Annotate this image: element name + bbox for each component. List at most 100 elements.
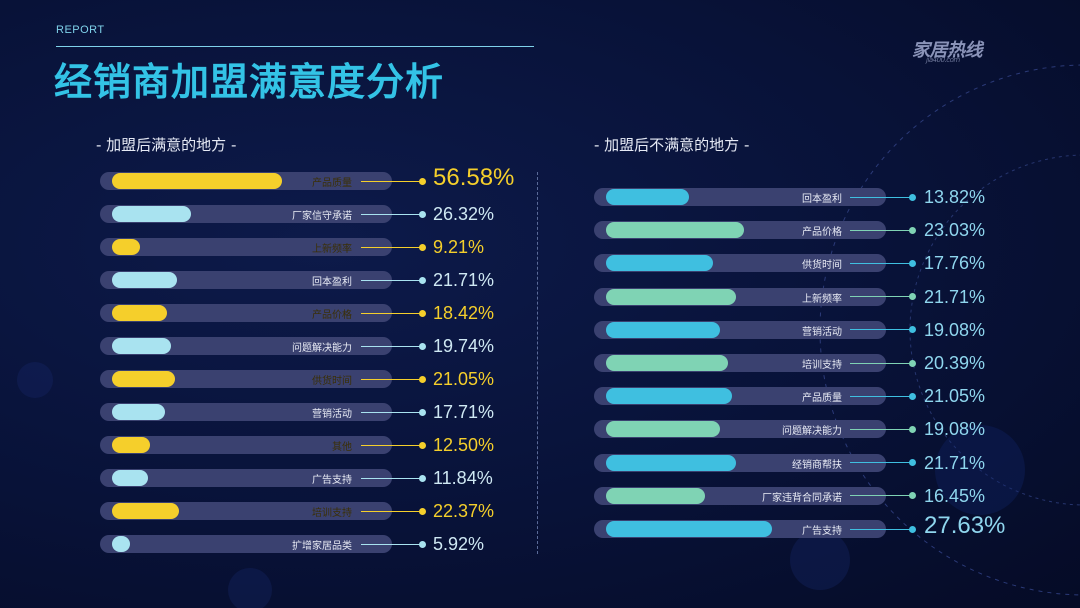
- bar-fill: [112, 404, 166, 420]
- bar-row: 问题解决能力 19.08%: [594, 416, 1034, 440]
- bar-connector: [850, 395, 912, 397]
- bar-track: [100, 469, 392, 487]
- bar-value-label: 18.42%: [433, 303, 495, 323]
- bar-connector: [850, 462, 912, 464]
- bar-fill: [112, 371, 176, 387]
- bar-value-label: 21.71%: [924, 286, 986, 307]
- bar-row: 培训支持 22.37%: [100, 498, 543, 522]
- section-divider: [537, 172, 538, 554]
- bar-fill: [606, 288, 737, 305]
- report-label: REPORT: [56, 24, 105, 36]
- bar-connector: [850, 362, 912, 364]
- bar-fill: [112, 338, 172, 354]
- bar-connector: [361, 345, 422, 347]
- bar-value-label: 9.21%: [433, 237, 485, 257]
- bar-fill: [112, 173, 282, 189]
- bar-category-label: 产品质量: [802, 393, 842, 405]
- bar-value-label: 21.05%: [924, 386, 986, 407]
- bar-value-label: 5.92%: [433, 534, 485, 554]
- bar-track: [100, 436, 392, 454]
- bar-connector: [361, 510, 422, 512]
- bar-row: 产品质量 56.58%: [100, 164, 543, 192]
- bar-track: [100, 304, 392, 322]
- bar-row: 产品质量 21.05%: [594, 383, 1034, 407]
- bar-category-label: 培训支持: [312, 508, 352, 519]
- bar-track: [100, 535, 392, 553]
- bar-connector-dot: [909, 359, 916, 367]
- unsatisfied-section-title: - 加盟后不满意的地方 -: [594, 136, 750, 154]
- bar-connector: [361, 477, 422, 479]
- bar-connector: [850, 329, 912, 331]
- bar-connector-dot: [909, 193, 916, 201]
- logo-text: 家居热线: [912, 40, 983, 61]
- bar-category-label: 供货时间: [802, 260, 842, 272]
- bar-category-label: 回本盈利: [312, 277, 352, 288]
- bar-connector-dot: [419, 342, 426, 350]
- bar-category-label: 上新频率: [312, 244, 352, 255]
- bar-fill: [606, 388, 733, 405]
- bar-fill: [112, 272, 178, 288]
- bar-connector: [850, 495, 912, 497]
- bar-fill: [606, 189, 689, 205]
- bar-connector-dot: [419, 309, 426, 317]
- bar-connector-dot: [909, 326, 916, 334]
- bar-fill: [112, 239, 140, 255]
- bar-connector-dot: [419, 408, 426, 416]
- bar-category-label: 广告支持: [312, 475, 352, 486]
- bar-connector-dot: [419, 375, 426, 383]
- bar-category-label: 经销商帮扶: [792, 459, 842, 471]
- bar-connector-dot: [909, 459, 916, 467]
- deco-bokeh: [935, 425, 1025, 515]
- bar-fill: [112, 503, 180, 519]
- bar-fill: [112, 536, 130, 552]
- bar-connector-dot: [419, 177, 426, 185]
- bar-connector-dot: [419, 441, 426, 449]
- bar-row: 问题解决能力 19.74%: [100, 333, 543, 357]
- brand-logo: 家居热线 jia400.com: [912, 36, 983, 64]
- bar-fill: [606, 454, 737, 471]
- bar-value-label: 17.71%: [433, 402, 495, 422]
- bar-row: 产品价格 23.03%: [594, 217, 1034, 241]
- logo-subtext: jia400.com: [926, 56, 960, 64]
- bar-row: 经销商帮扶 21.71%: [594, 450, 1034, 474]
- bar-row: 其他 12.50%: [100, 432, 543, 456]
- bar-value-label: 19.08%: [924, 319, 986, 340]
- bar-value-label: 16.45%: [924, 485, 986, 506]
- bar-connector: [361, 180, 422, 182]
- bar-connector: [850, 428, 912, 430]
- bar-connector-dot: [909, 293, 916, 301]
- bar-connector: [850, 262, 912, 264]
- deco-bokeh: [17, 362, 53, 398]
- bar-connector-dot: [419, 474, 426, 482]
- bar-fill: [606, 255, 713, 272]
- bar-value-label: 12.50%: [433, 435, 495, 455]
- bar-value-label: 17.76%: [924, 253, 986, 274]
- bar-fill: [606, 487, 705, 504]
- bar-category-label: 营销活动: [802, 326, 842, 338]
- bar-connector-dot: [419, 540, 426, 548]
- bar-connector-dot: [909, 492, 916, 500]
- bar-connector: [850, 528, 912, 530]
- bar-row: 厂家违背合同承诺 16.45%: [594, 483, 1034, 507]
- bar-connector: [361, 411, 422, 413]
- bar-category-label: 厂家信守承诺: [292, 211, 352, 222]
- bar-connector: [850, 229, 912, 231]
- deco-bokeh: [790, 530, 850, 590]
- bar-category-label: 其他: [332, 442, 352, 453]
- bar-fill: [112, 470, 148, 486]
- bar-connector: [361, 378, 422, 380]
- bar-row: 广告支持 27.63%: [594, 512, 1034, 540]
- bar-row: 回本盈利 13.82%: [594, 184, 1034, 208]
- bar-fill: [112, 305, 168, 321]
- bar-value-label: 11.84%: [433, 468, 493, 488]
- deco-bokeh: [228, 568, 272, 608]
- bar-value-label: 26.32%: [433, 204, 495, 224]
- bar-row: 营销活动 19.08%: [594, 317, 1034, 341]
- bar-row: 上新频率 9.21%: [100, 234, 543, 258]
- bar-connector: [361, 246, 422, 248]
- bar-category-label: 扩增家居品类: [292, 541, 352, 552]
- bar-category-label: 营销活动: [312, 409, 352, 420]
- bar-fill: [112, 206, 191, 222]
- bar-value-label: 21.05%: [433, 369, 495, 389]
